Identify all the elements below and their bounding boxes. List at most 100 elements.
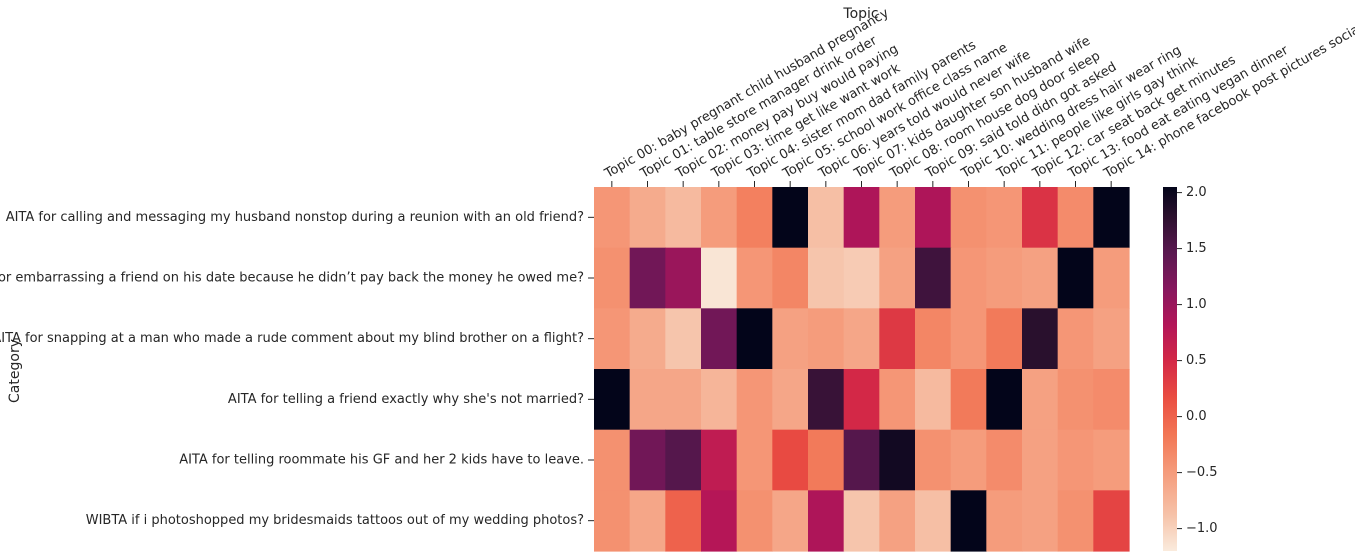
y-tick-label: AITA for telling a friend exactly why sh…: [228, 392, 584, 407]
heatmap-cell: [736, 369, 773, 431]
colorbar-tick-label: −0.5: [1186, 465, 1218, 480]
heatmap-cell: [879, 369, 916, 431]
heatmap-cell: [701, 369, 738, 431]
heatmap-cell: [950, 308, 987, 370]
heatmap-cells: [594, 187, 1130, 552]
heatmap-cell: [950, 490, 987, 552]
heatmap-cell: [665, 429, 702, 491]
heatmap-cell: [1057, 429, 1094, 491]
heatmap-cell: [879, 490, 916, 552]
y-tick-label: AITA for embarrassing a friend on his da…: [0, 271, 584, 286]
heatmap-cell: [986, 247, 1023, 309]
heatmap-cell: [1022, 490, 1059, 552]
heatmap-cell: [629, 187, 666, 249]
heatmap-cell: [808, 308, 845, 370]
heatmap-cell: [808, 429, 845, 491]
heatmap-cell: [629, 247, 666, 309]
heatmap-cell: [808, 187, 845, 249]
heatmap-cell: [665, 187, 702, 249]
heatmap-cell: [629, 429, 666, 491]
heatmap-cell: [879, 308, 916, 370]
colorbar-tick-label: 1.0: [1186, 297, 1207, 312]
heatmap-cell: [594, 369, 631, 431]
heatmap-cell: [701, 308, 738, 370]
heatmap-cell: [843, 369, 880, 431]
heatmap-cell: [950, 187, 987, 249]
y-tick-label: AITA for telling roommate his GF and her…: [179, 453, 584, 468]
heatmap-cell: [701, 490, 738, 552]
heatmap-cell: [843, 187, 880, 249]
colorbar-ticks: −1.0 −0.5 0.0 0.5 1.0 1.5 2.0: [1177, 185, 1218, 536]
y-ticks: AITA for calling and messaging my husban…: [0, 210, 594, 528]
heatmap-cell: [665, 490, 702, 552]
heatmap-cell: [879, 429, 916, 491]
colorbar-tick-label: −1.0: [1186, 521, 1218, 536]
heatmap-cell: [950, 429, 987, 491]
x-ticks: Topic 00: baby pregnant child husband pr…: [601, 6, 1355, 187]
colorbar-tick-label: 0.5: [1186, 353, 1207, 368]
heatmap-cell: [736, 308, 773, 370]
heatmap-cell: [1093, 369, 1130, 431]
heatmap-cell: [629, 490, 666, 552]
heatmap-cell: [629, 308, 666, 370]
heatmap-cell: [808, 369, 845, 431]
heatmap-cell: [736, 247, 773, 309]
heatmap-cell: [594, 247, 631, 309]
heatmap-cell: [1093, 187, 1130, 249]
heatmap-cell: [736, 490, 773, 552]
heatmap-cell: [1022, 247, 1059, 309]
heatmap-cell: [594, 308, 631, 370]
heatmap-cell: [808, 490, 845, 552]
heatmap-cell: [986, 308, 1023, 370]
heatmap-cell: [594, 490, 631, 552]
heatmap-cell: [772, 187, 809, 249]
heatmap-cell: [736, 187, 773, 249]
heatmap-cell: [950, 369, 987, 431]
y-axis-label: Category: [7, 339, 23, 403]
heatmap-cell: [701, 247, 738, 309]
colorbar-tick-label: 1.5: [1186, 241, 1207, 256]
y-tick-label: WIBTA if i photoshopped my bridesmaids t…: [86, 513, 584, 528]
heatmap-cell: [665, 369, 702, 431]
heatmap-cell: [1057, 369, 1094, 431]
heatmap-cell: [1022, 308, 1059, 370]
heatmap-cell: [772, 308, 809, 370]
heatmap-cell: [1093, 490, 1130, 552]
heatmap-cell: [665, 247, 702, 309]
heatmap-cell: [772, 247, 809, 309]
heatmap-cell: [915, 429, 952, 491]
heatmap-cell: [594, 187, 631, 249]
heatmap-cell: [1057, 490, 1094, 552]
heatmap-cell: [915, 308, 952, 370]
heatmap-cell: [1022, 187, 1059, 249]
heatmap-cell: [879, 247, 916, 309]
heatmap-cell: [879, 187, 916, 249]
heatmap-cell: [843, 247, 880, 309]
colorbar: [1163, 187, 1177, 551]
heatmap-cell: [1093, 308, 1130, 370]
heatmap-cell: [772, 429, 809, 491]
heatmap-cell: [736, 429, 773, 491]
heatmap-cell: [986, 490, 1023, 552]
heatmap-cell: [986, 369, 1023, 431]
heatmap-cell: [808, 247, 845, 309]
y-tick-label: AITA for calling and messaging my husban…: [6, 210, 584, 225]
heatmap-cell: [843, 308, 880, 370]
heatmap-cell: [843, 429, 880, 491]
y-tick-label: AITA for snapping at a man who made a ru…: [0, 331, 584, 346]
heatmap-cell: [701, 187, 738, 249]
heatmap-cell: [1022, 429, 1059, 491]
heatmap-cell: [594, 429, 631, 491]
heatmap-cell: [986, 429, 1023, 491]
heatmap-cell: [772, 369, 809, 431]
heatmap-cell: [915, 490, 952, 552]
heatmap-cell: [915, 369, 952, 431]
x-axis-label: Topic: [842, 6, 878, 22]
colorbar-tick-label: 0.0: [1186, 409, 1207, 424]
heatmap-cell: [1057, 308, 1094, 370]
heatmap-cell: [772, 490, 809, 552]
heatmap-cell: [986, 187, 1023, 249]
colorbar-tick-label: 2.0: [1186, 185, 1207, 200]
heatmap-cell: [915, 247, 952, 309]
